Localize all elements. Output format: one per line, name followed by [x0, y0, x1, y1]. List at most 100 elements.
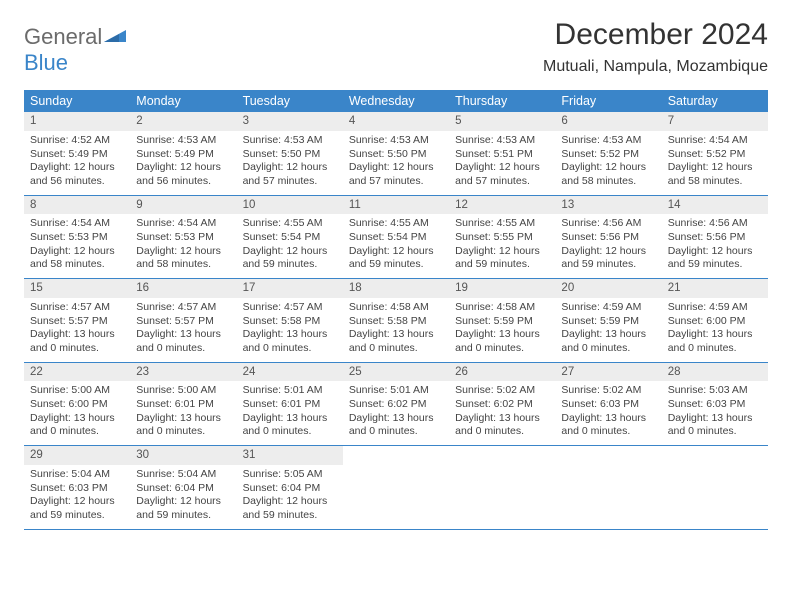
day-cell	[449, 446, 555, 529]
day-body: Sunrise: 4:55 AMSunset: 5:54 PMDaylight:…	[343, 214, 449, 278]
day-body: Sunrise: 4:59 AMSunset: 5:59 PMDaylight:…	[555, 298, 661, 362]
week-row: 8Sunrise: 4:54 AMSunset: 5:53 PMDaylight…	[24, 196, 768, 280]
day-body: Sunrise: 4:54 AMSunset: 5:53 PMDaylight:…	[24, 214, 130, 278]
day-number: 21	[662, 279, 768, 298]
day-number: 8	[24, 196, 130, 215]
sunrise-line: Sunrise: 4:55 AM	[243, 217, 337, 231]
sunrise-line: Sunrise: 4:56 AM	[668, 217, 762, 231]
day-cell: 12Sunrise: 4:55 AMSunset: 5:55 PMDayligh…	[449, 196, 555, 279]
sunrise-line: Sunrise: 4:55 AM	[455, 217, 549, 231]
day-cell: 31Sunrise: 5:05 AMSunset: 6:04 PMDayligh…	[237, 446, 343, 529]
day-number: 15	[24, 279, 130, 298]
daylight-line: Daylight: 12 hours and 59 minutes.	[136, 495, 230, 522]
day-cell: 22Sunrise: 5:00 AMSunset: 6:00 PMDayligh…	[24, 363, 130, 446]
sunrise-line: Sunrise: 5:00 AM	[30, 384, 124, 398]
dow-thursday: Thursday	[449, 90, 555, 112]
day-number: 26	[449, 363, 555, 382]
sunrise-line: Sunrise: 5:01 AM	[349, 384, 443, 398]
day-number: 1	[24, 112, 130, 131]
day-body: Sunrise: 4:59 AMSunset: 6:00 PMDaylight:…	[662, 298, 768, 362]
daylight-line: Daylight: 12 hours and 57 minutes.	[349, 161, 443, 188]
daylight-line: Daylight: 12 hours and 59 minutes.	[243, 495, 337, 522]
day-body: Sunrise: 4:54 AMSunset: 5:52 PMDaylight:…	[662, 131, 768, 195]
day-cell: 30Sunrise: 5:04 AMSunset: 6:04 PMDayligh…	[130, 446, 236, 529]
sunrise-line: Sunrise: 4:58 AM	[455, 301, 549, 315]
sunset-line: Sunset: 5:49 PM	[30, 148, 124, 162]
sunrise-line: Sunrise: 4:54 AM	[136, 217, 230, 231]
dow-sunday: Sunday	[24, 90, 130, 112]
day-cell: 15Sunrise: 4:57 AMSunset: 5:57 PMDayligh…	[24, 279, 130, 362]
day-body: Sunrise: 4:53 AMSunset: 5:50 PMDaylight:…	[237, 131, 343, 195]
day-body: Sunrise: 5:00 AMSunset: 6:00 PMDaylight:…	[24, 381, 130, 445]
daylight-line: Daylight: 13 hours and 0 minutes.	[30, 328, 124, 355]
day-body: Sunrise: 5:04 AMSunset: 6:04 PMDaylight:…	[130, 465, 236, 529]
week-row: 1Sunrise: 4:52 AMSunset: 5:49 PMDaylight…	[24, 112, 768, 196]
day-number: 17	[237, 279, 343, 298]
sunrise-line: Sunrise: 4:53 AM	[349, 134, 443, 148]
day-body: Sunrise: 5:00 AMSunset: 6:01 PMDaylight:…	[130, 381, 236, 445]
day-body: Sunrise: 4:58 AMSunset: 5:58 PMDaylight:…	[343, 298, 449, 362]
daylight-line: Daylight: 12 hours and 58 minutes.	[30, 245, 124, 272]
sunrise-line: Sunrise: 5:01 AM	[243, 384, 337, 398]
sunset-line: Sunset: 5:57 PM	[30, 315, 124, 329]
day-cell: 3Sunrise: 4:53 AMSunset: 5:50 PMDaylight…	[237, 112, 343, 195]
day-body: Sunrise: 4:53 AMSunset: 5:52 PMDaylight:…	[555, 131, 661, 195]
day-cell: 17Sunrise: 4:57 AMSunset: 5:58 PMDayligh…	[237, 279, 343, 362]
week-row: 15Sunrise: 4:57 AMSunset: 5:57 PMDayligh…	[24, 279, 768, 363]
sunset-line: Sunset: 6:02 PM	[455, 398, 549, 412]
sunrise-line: Sunrise: 4:53 AM	[561, 134, 655, 148]
day-cell	[662, 446, 768, 529]
sunrise-line: Sunrise: 4:59 AM	[668, 301, 762, 315]
sunset-line: Sunset: 6:04 PM	[136, 482, 230, 496]
day-cell: 16Sunrise: 4:57 AMSunset: 5:57 PMDayligh…	[130, 279, 236, 362]
day-number: 6	[555, 112, 661, 131]
month-title: December 2024	[543, 18, 768, 52]
sunrise-line: Sunrise: 4:55 AM	[349, 217, 443, 231]
day-cell: 2Sunrise: 4:53 AMSunset: 5:49 PMDaylight…	[130, 112, 236, 195]
day-cell: 6Sunrise: 4:53 AMSunset: 5:52 PMDaylight…	[555, 112, 661, 195]
daylight-line: Daylight: 13 hours and 0 minutes.	[349, 412, 443, 439]
sunset-line: Sunset: 6:03 PM	[561, 398, 655, 412]
sunset-line: Sunset: 5:56 PM	[668, 231, 762, 245]
daylight-line: Daylight: 13 hours and 0 minutes.	[136, 328, 230, 355]
sunrise-line: Sunrise: 4:56 AM	[561, 217, 655, 231]
location: Mutuali, Nampula, Mozambique	[543, 58, 768, 76]
daylight-line: Daylight: 12 hours and 56 minutes.	[136, 161, 230, 188]
dow-saturday: Saturday	[662, 90, 768, 112]
sunset-line: Sunset: 5:56 PM	[561, 231, 655, 245]
header: GeneralBlue December 2024 Mutuali, Nampu…	[24, 18, 768, 86]
sunrise-line: Sunrise: 4:59 AM	[561, 301, 655, 315]
logo: GeneralBlue	[24, 24, 128, 76]
dow-friday: Friday	[555, 90, 661, 112]
day-cell: 23Sunrise: 5:00 AMSunset: 6:01 PMDayligh…	[130, 363, 236, 446]
sunrise-line: Sunrise: 5:05 AM	[243, 468, 337, 482]
sunset-line: Sunset: 6:01 PM	[136, 398, 230, 412]
day-body: Sunrise: 5:01 AMSunset: 6:01 PMDaylight:…	[237, 381, 343, 445]
day-number: 27	[555, 363, 661, 382]
daylight-line: Daylight: 12 hours and 58 minutes.	[668, 161, 762, 188]
day-cell: 28Sunrise: 5:03 AMSunset: 6:03 PMDayligh…	[662, 363, 768, 446]
day-cell: 19Sunrise: 4:58 AMSunset: 5:59 PMDayligh…	[449, 279, 555, 362]
sunset-line: Sunset: 6:02 PM	[349, 398, 443, 412]
day-body: Sunrise: 5:02 AMSunset: 6:02 PMDaylight:…	[449, 381, 555, 445]
day-body: Sunrise: 5:04 AMSunset: 6:03 PMDaylight:…	[24, 465, 130, 529]
sunset-line: Sunset: 6:01 PM	[243, 398, 337, 412]
day-number: 10	[237, 196, 343, 215]
sunrise-line: Sunrise: 5:02 AM	[561, 384, 655, 398]
logo-text-general: General	[24, 24, 102, 50]
day-cell: 14Sunrise: 4:56 AMSunset: 5:56 PMDayligh…	[662, 196, 768, 279]
daylight-line: Daylight: 12 hours and 59 minutes.	[243, 245, 337, 272]
sunset-line: Sunset: 5:50 PM	[243, 148, 337, 162]
daylight-line: Daylight: 13 hours and 0 minutes.	[30, 412, 124, 439]
daylight-line: Daylight: 12 hours and 59 minutes.	[455, 245, 549, 272]
day-number: 31	[237, 446, 343, 465]
day-number: 28	[662, 363, 768, 382]
day-body: Sunrise: 4:56 AMSunset: 5:56 PMDaylight:…	[555, 214, 661, 278]
logo-mark-icon	[104, 24, 128, 50]
dow-wednesday: Wednesday	[343, 90, 449, 112]
day-cell: 4Sunrise: 4:53 AMSunset: 5:50 PMDaylight…	[343, 112, 449, 195]
sunset-line: Sunset: 6:00 PM	[668, 315, 762, 329]
sunset-line: Sunset: 5:51 PM	[455, 148, 549, 162]
day-cell: 18Sunrise: 4:58 AMSunset: 5:58 PMDayligh…	[343, 279, 449, 362]
daylight-line: Daylight: 12 hours and 59 minutes.	[668, 245, 762, 272]
